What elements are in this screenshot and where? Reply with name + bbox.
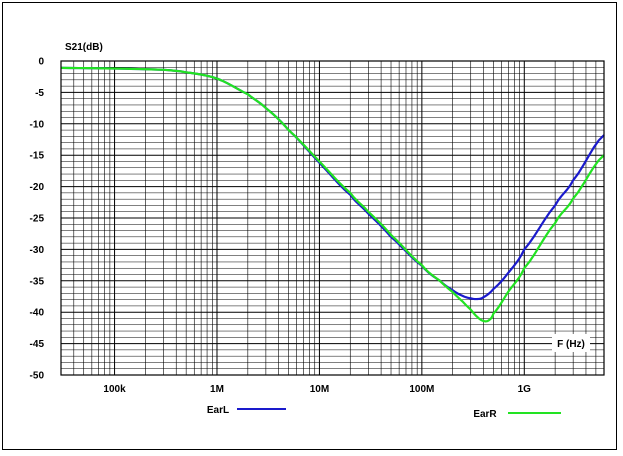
series-lines — [60, 66, 605, 323]
legend-label-earr: EarR — [473, 409, 497, 420]
y-tick-label: -50 — [30, 371, 45, 382]
y-tick-label: -30 — [30, 245, 45, 256]
y-tick-label: -40 — [30, 308, 45, 319]
x-tick-label: 10M — [310, 384, 329, 395]
x-tick-label: 100M — [409, 384, 434, 395]
y-tick-label: -10 — [30, 119, 45, 130]
legend-label-earl: EarL — [207, 405, 229, 416]
series-line-earr — [60, 66, 605, 323]
x-tick-label: 1G — [518, 384, 532, 395]
x-tick-label: 1M — [210, 384, 224, 395]
y-tick-label: -35 — [30, 276, 45, 287]
grid-lines — [60, 60, 605, 376]
series-line-earl — [60, 66, 605, 301]
y-tick-label: -15 — [30, 151, 45, 162]
y-tick-label: -20 — [30, 182, 45, 193]
y-axis-label: S21(dB) — [65, 42, 103, 53]
x-axis-label-box — [552, 334, 590, 352]
y-tick-label: -5 — [35, 88, 44, 99]
plot-border — [60, 60, 605, 376]
y-tick-labels: 0 -5 -10 -15 -20 -25 -30 -35 -40 -45 -50 — [30, 57, 45, 382]
x-tick-label: 100k — [103, 384, 126, 395]
y-tick-label: -25 — [30, 214, 45, 225]
y-tick-label: 0 — [38, 57, 44, 68]
x-tick-labels: 100k 1M 10M 100M 1G — [103, 384, 531, 395]
legend: EarL EarR — [207, 405, 561, 420]
x-axis-label: F (Hz) — [557, 339, 585, 350]
y-tick-label: -45 — [30, 339, 45, 350]
